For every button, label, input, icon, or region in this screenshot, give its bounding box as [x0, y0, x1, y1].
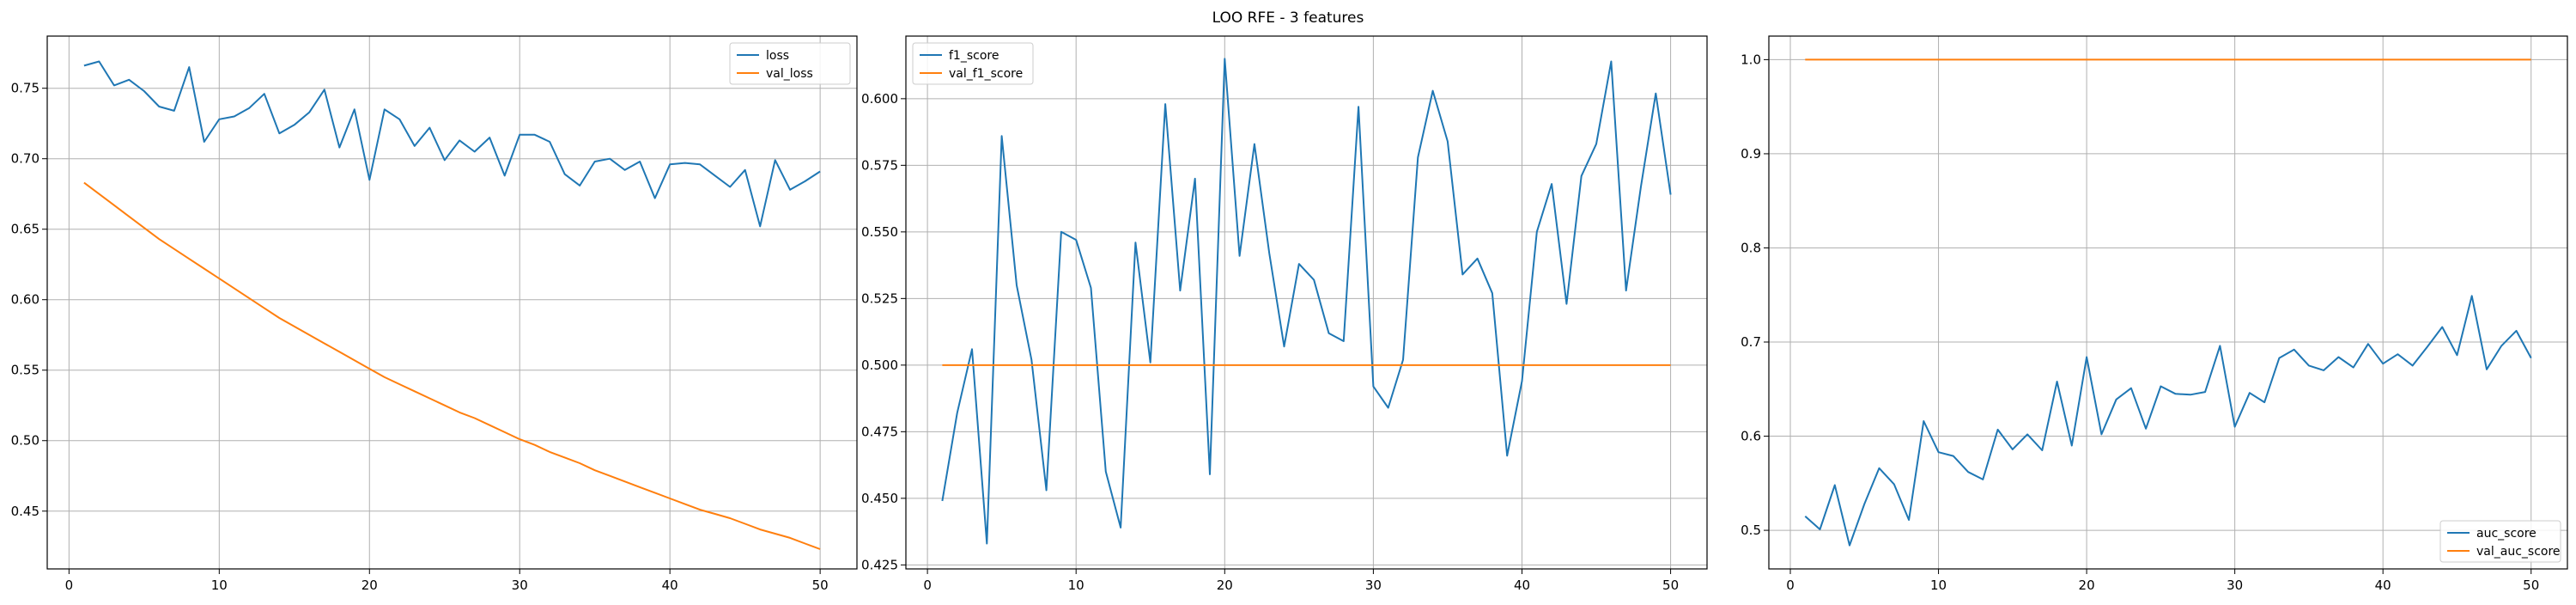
y-tick-label: 0.60: [11, 292, 39, 308]
x-tick-label: 50: [2523, 578, 2539, 593]
axes-frame: [1768, 35, 2568, 570]
x-tick-label: 20: [361, 578, 378, 593]
y-tick-label: 0.450: [861, 491, 898, 506]
legend: loss val_loss: [729, 42, 851, 85]
x-tick-label: 10: [1068, 578, 1084, 593]
legend: auc_score val_auc_score: [2439, 520, 2561, 563]
x-tick-label: 30: [512, 578, 528, 593]
y-tick-label: 0.75: [11, 81, 39, 96]
series-line-loss: [83, 60, 821, 228]
legend-label: auc_score: [2476, 527, 2537, 541]
y-tick-label: 0.475: [861, 424, 898, 439]
legend-label: val_auc_score: [2476, 545, 2561, 559]
legend-label: f1_score: [949, 49, 999, 63]
y-tick-label: 0.70: [11, 151, 39, 167]
x-tick-label: 20: [1217, 578, 1233, 593]
y-tick-label: 0.7: [1741, 334, 1761, 350]
x-tick-label: 10: [1930, 578, 1947, 593]
series-line-val_loss: [83, 181, 821, 550]
legend-label: val_loss: [766, 67, 813, 81]
x-tick-label: 0: [65, 578, 74, 593]
y-tick-label: 0.6: [1741, 429, 1761, 444]
y-tick-label: 0.8: [1741, 240, 1761, 255]
x-tick-label: 0: [923, 578, 932, 593]
x-tick-label: 50: [1662, 578, 1679, 593]
legend-label: val_f1_score: [949, 67, 1023, 81]
series-line-f1_score: [941, 58, 1672, 545]
legend-box: [912, 42, 1034, 85]
x-tick-label: 30: [1365, 578, 1382, 593]
y-tick-label: 0.65: [11, 222, 39, 237]
axes-frame: [46, 35, 858, 570]
y-tick-label: 0.500: [861, 358, 898, 373]
y-tick-label: 0.525: [861, 290, 898, 306]
y-tick-label: 0.9: [1741, 146, 1761, 162]
y-tick-label: 0.45: [11, 504, 39, 519]
y-tick-label: 0.550: [861, 224, 898, 240]
x-tick-label: 50: [812, 578, 829, 593]
legend-box: [2439, 520, 2561, 563]
x-tick-label: 30: [2227, 578, 2243, 593]
x-tick-label: 20: [2079, 578, 2095, 593]
y-tick-label: 0.600: [861, 91, 898, 107]
y-tick-label: 0.575: [861, 157, 898, 173]
x-tick-label: 0: [1786, 578, 1795, 593]
axes-frame: [905, 35, 1708, 570]
y-tick-label: 0.425: [861, 557, 898, 572]
x-tick-label: 40: [1514, 578, 1530, 593]
x-tick-label: 40: [662, 578, 678, 593]
subplot-1: 0 10 20 30 40 50 0.45 0.50 0.55 0.60 0.65 0.70 0.75 l…: [11, 35, 858, 593]
y-tick-label: 0.5: [1741, 522, 1761, 538]
legend: f1_score val_f1_score: [912, 42, 1034, 85]
x-tick-label: 40: [2375, 578, 2391, 593]
figure-title: LOO RFE - 3 features: [1212, 9, 1364, 27]
y-tick-label: 1.0: [1741, 52, 1761, 67]
legend-box: [729, 42, 851, 85]
legend-label: loss: [766, 49, 789, 63]
y-tick-label: 0.55: [11, 363, 39, 378]
series-line-auc_score: [1804, 295, 2532, 547]
y-tick-label: 0.50: [11, 433, 39, 449]
subplot-3: 0 10 20 30 40 50 0.5 0.6 0.7 0.8 0.9 1.0 auc_scoreva…: [1741, 35, 2568, 593]
x-tick-label: 10: [211, 578, 228, 593]
subplot-2: 0 10 20 30 40 50 0.425 0.450 0.475 0.500 0.525 0.55…: [861, 35, 1708, 593]
